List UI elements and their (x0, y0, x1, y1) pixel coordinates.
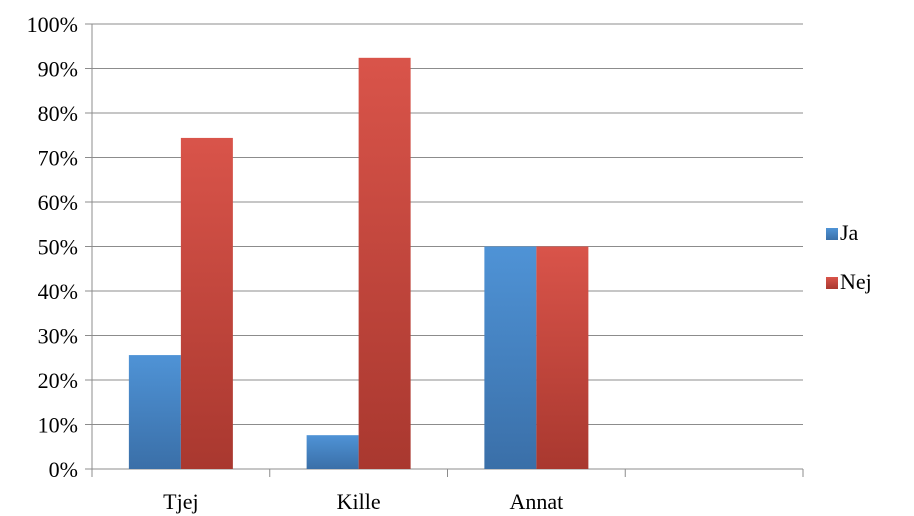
y-tick-label: 60% (38, 190, 78, 215)
x-category-label: Tjej (163, 489, 198, 514)
axes (85, 23, 804, 477)
y-tick-label: 10% (38, 413, 78, 438)
y-tick-label: 0% (49, 457, 78, 482)
y-tick-label: 50% (38, 235, 78, 260)
y-tick-label: 40% (38, 279, 78, 304)
bar-nej-kille (358, 57, 411, 469)
legend-swatch-ja (826, 228, 838, 240)
bar-ja-kille (306, 435, 359, 469)
y-tick-label: 100% (27, 12, 78, 37)
y-tick-label: 80% (38, 101, 78, 126)
bar-nej-tjej (180, 137, 233, 470)
y-tick-label: 70% (38, 146, 78, 171)
x-category-label: Kille (337, 489, 381, 514)
y-tick-label: 90% (38, 57, 78, 82)
legend: Ja Nej (826, 220, 872, 294)
legend-label-ja: Ja (840, 220, 859, 245)
x-category-label: Annat (509, 489, 563, 514)
y-tick-label: 20% (38, 368, 78, 393)
bar-ja-annat (484, 246, 537, 469)
legend-label-nej: Nej (840, 269, 872, 294)
legend-swatch-nej (826, 277, 838, 289)
bars (128, 57, 589, 470)
y-tick-label: 30% (38, 324, 78, 349)
bar-nej-annat (536, 246, 589, 469)
axis-labels: 0% 10% 20% 30% 40% 50% 60% 70% 80% 90% 100% Tjej Kil… (27, 12, 564, 514)
bar-ja-tjej (128, 355, 181, 469)
